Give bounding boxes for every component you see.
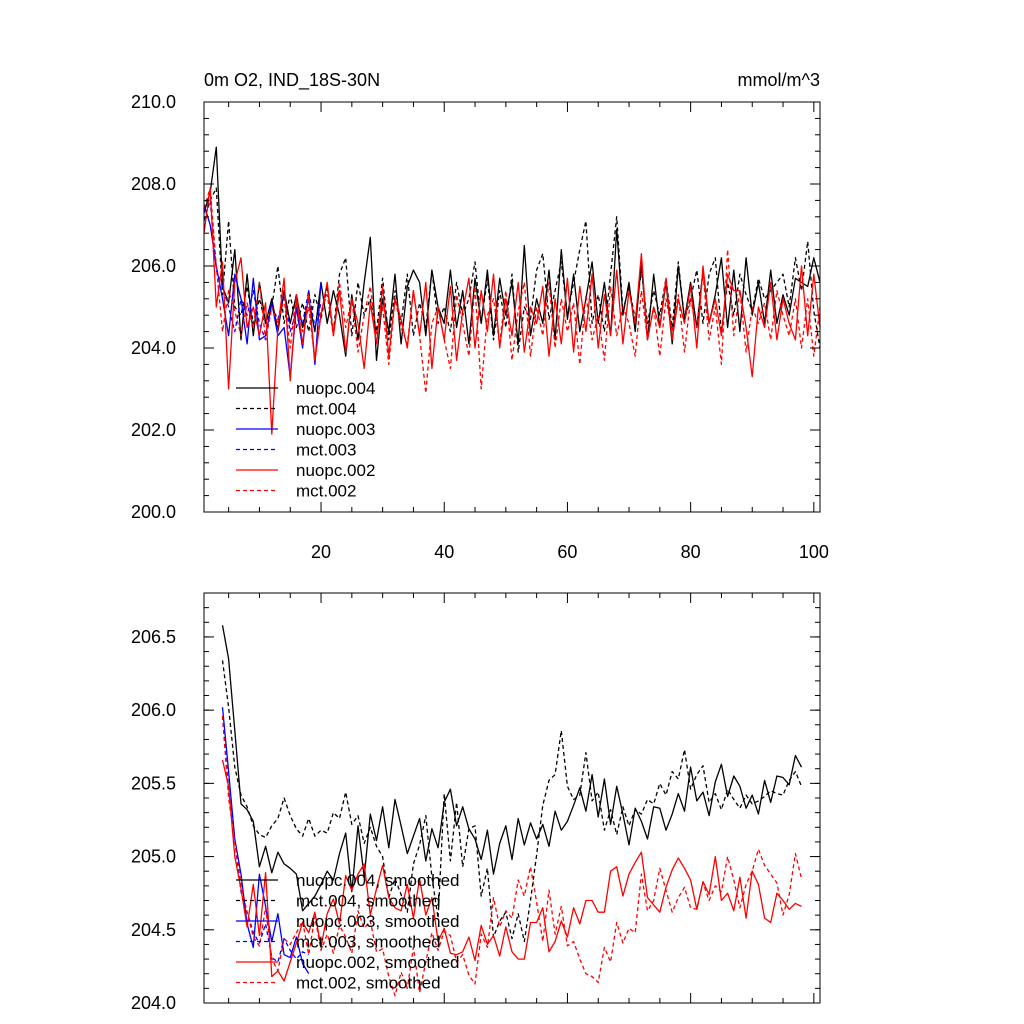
legend-label-0-1: mct.004 [296,400,356,419]
top-plot-frame [203,101,821,513]
legend-label-1-2: nuopc.003, smoothed [296,912,460,931]
y-tick-label-0-3: 206.0 [131,256,176,276]
series-line-0-4 [203,187,821,435]
series-line-1-1 [221,660,803,943]
bottom-series-layer [221,625,803,997]
legend-label-1-1: mct.004, smoothed [296,892,441,911]
series-line-0-5 [203,187,821,394]
y-tick-label-0-2: 204.0 [131,338,176,358]
series-line-1-5 [221,715,803,997]
y-tick-label-0-1: 202.0 [131,420,176,440]
x-tick-label-0-3: 80 [681,542,701,562]
bottom-ticks-layer: 204.0 204.5 205.0 205.5 206.0 206.5 [131,592,820,1013]
x-tick-label-0-0: 20 [311,542,331,562]
legend-label-1-4: nuopc.002, smoothed [296,953,460,972]
legend-label-1-3: mct.003, smoothed [296,933,441,952]
y-tick-label-0-0: 200.0 [131,502,176,522]
x-tick-label-0-4: 100 [799,542,829,562]
x-tick-label-0-1: 40 [434,542,454,562]
legend-label-0-5: mct.002 [296,482,356,501]
legend-label-0-2: nuopc.003 [296,420,375,439]
legend-label-1-5: mct.002, smoothed [296,974,441,993]
legend-label-0-3: mct.003 [296,441,356,460]
y-tick-label-0-4: 208.0 [131,174,176,194]
legend-label-0-0: nuopc.004 [296,379,375,398]
x-tick-label-0-2: 60 [557,542,577,562]
bottom-panel: 204.0 204.5 205.0 205.5 206.0 206.5 nuopc.004… [131,592,821,1013]
series-line-0-3 [203,199,322,341]
series-line-1-2 [221,707,310,975]
series-line-1-0 [221,625,803,912]
series-line-0-2 [203,204,322,378]
top-ticks-layer: 200.0 202.0 204.0 206.0 208.0 210.0 20 40 60 80 10… [131,92,829,562]
legend-label-0-4: nuopc.002 [296,461,375,480]
chart-title: 0m O2, IND_18S-30N [204,70,380,91]
top-panel: 0m O2, IND_18S-30N mmol/m^3 200.0202.020… [131,70,829,562]
y-tick-label-0-5: 210.0 [131,92,176,112]
series-line-0-1 [203,187,821,353]
bottom-plot-frame [203,592,821,1004]
chart-units: mmol/m^3 [738,70,820,90]
y-tick-label-1-3: 205.5 [131,773,176,793]
y-tick-label-1-0: 204.0 [131,993,176,1013]
top-series-layer [203,146,821,435]
legend-label-1-0: nuopc.004, smoothed [296,871,460,890]
y-tick-label-1-1: 204.5 [131,920,176,940]
y-tick-label-1-5: 206.5 [131,627,176,647]
y-tick-label-1-4: 206.0 [131,700,176,720]
y-tick-label-1-2: 205.0 [131,847,176,867]
